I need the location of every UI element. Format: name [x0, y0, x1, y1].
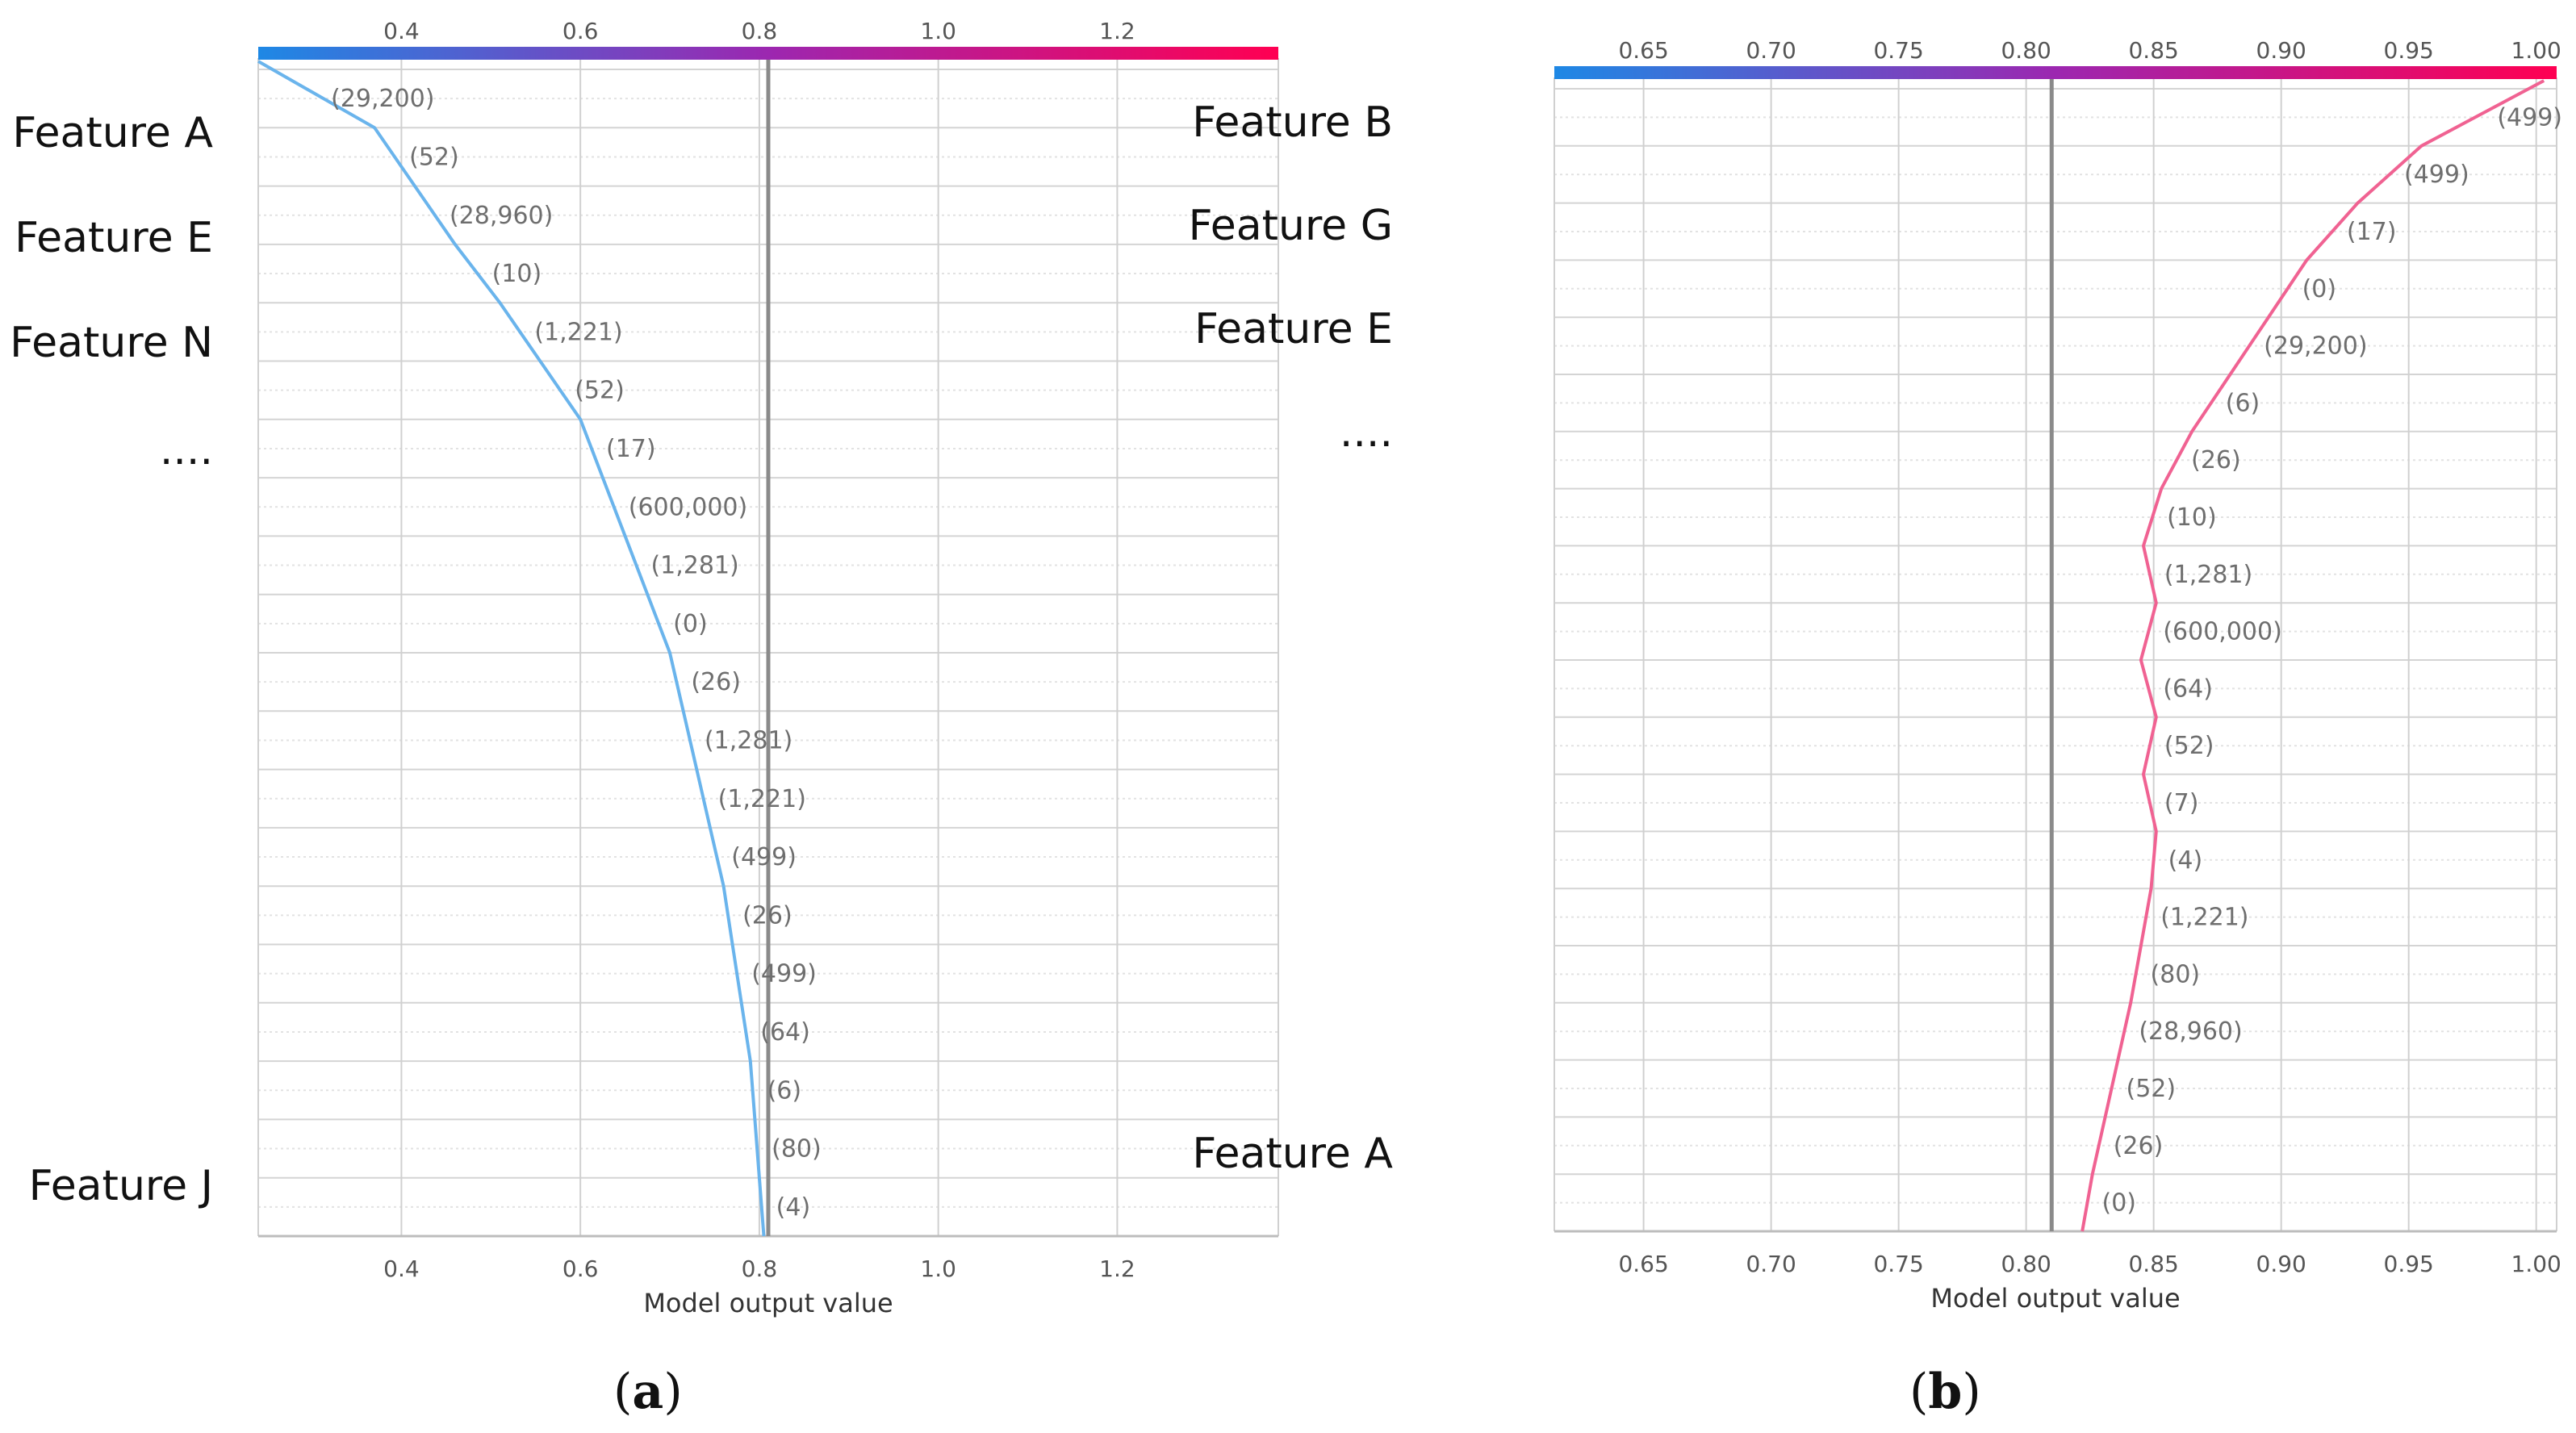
chart-a-svg: 0.4 0.4 0.6 0.6 0.8 0.8 1.0 1.0 1.2 1.2 (29,200) (5… [257, 18, 1279, 1282]
x-tick-label-top: 1.2 [1099, 18, 1135, 44]
feature-label: Feature J [28, 1162, 213, 1210]
feature-label: .... [1339, 408, 1393, 457]
x-tick-label-top: 0.65 [1618, 37, 1668, 64]
feature-value-label: (1,281) [650, 552, 738, 580]
x-tick-label-bottom: 0.6 [562, 1255, 599, 1282]
x-tick-label-bottom: 0.80 [2001, 1251, 2051, 1277]
decision-path [257, 60, 766, 1237]
feature-value-label: (52) [2164, 732, 2214, 760]
x-tick-label-bottom: 0.8 [742, 1255, 778, 1282]
x-tick-label-bottom: 1.00 [2511, 1251, 2561, 1277]
panel-caption: (b) [1909, 1364, 1981, 1420]
feature-value-label: (26) [742, 901, 792, 930]
feature-value-label: (64) [2163, 675, 2213, 703]
x-tick-label-bottom: 1.0 [920, 1255, 956, 1282]
x-tick-label-bottom: 0.75 [1873, 1251, 1923, 1277]
feature-value-label: (26) [691, 668, 741, 696]
decision-plot-a: 0.4 0.4 0.6 0.6 0.8 0.8 1.0 1.0 1.2 1.2 (29,200) (5… [10, 18, 1279, 1420]
chart-b-svg: 0.65 0.65 0.70 0.70 0.75 0.75 0.80 0.80 0.85 0.85… [1554, 37, 2562, 1277]
x-tick-label-bottom: 0.90 [2256, 1251, 2306, 1277]
x-tick-label-bottom: 0.65 [1618, 1251, 1668, 1277]
feature-value-label: (0) [2102, 1189, 2137, 1218]
feature-label: Feature E [1194, 305, 1393, 353]
x-tick-label-top: 0.80 [2001, 37, 2051, 64]
feature-value-label: (26) [2114, 1132, 2164, 1160]
feature-value-label: (17) [606, 435, 656, 463]
feature-value-label: (28,960) [450, 202, 553, 230]
feature-value-label: (64) [760, 1018, 810, 1047]
decision-path [2080, 79, 2545, 1232]
panel-caption: (a) [613, 1364, 683, 1420]
feature-label: Feature A [1192, 1130, 1393, 1178]
feature-label: .... [159, 426, 213, 474]
feature-label: Feature N [10, 319, 213, 367]
colorbar [258, 47, 1278, 60]
feature-value-label: (499) [2404, 161, 2469, 189]
feature-value-label: (0) [2302, 275, 2337, 303]
feature-label: Feature A [12, 109, 213, 157]
x-tick-label-top: 0.85 [2129, 37, 2179, 64]
feature-label: Feature E [15, 214, 213, 262]
feature-label: Feature B [1192, 98, 1393, 147]
x-axis-label: Model output value [643, 1288, 893, 1318]
x-tick-label-top: 0.95 [2384, 37, 2434, 64]
x-tick-label-bottom: 0.4 [383, 1255, 420, 1282]
x-tick-label-bottom: 0.95 [2384, 1251, 2434, 1277]
feature-value-label: (1,281) [2164, 561, 2252, 589]
feature-value-label: (80) [2151, 960, 2201, 988]
x-tick-label-top: 0.4 [383, 18, 420, 44]
feature-value-label: (29,200) [2264, 332, 2367, 361]
feature-value-label: (52) [2126, 1075, 2177, 1103]
feature-value-label: (6) [767, 1076, 802, 1105]
x-tick-label-top: 0.8 [742, 18, 778, 44]
x-tick-label-bottom: 0.70 [1746, 1251, 1796, 1277]
feature-value-label: (26) [2191, 446, 2241, 474]
feature-value-label: (7) [2164, 789, 2199, 817]
feature-value-label: (0) [673, 610, 708, 638]
feature-value-label: (1,221) [718, 785, 806, 813]
x-tick-label-top: 0.75 [1873, 37, 1923, 64]
feature-value-label: (10) [492, 260, 542, 288]
feature-value-label: (600,000) [2163, 618, 2281, 646]
x-tick-label-top: 0.6 [562, 18, 599, 44]
feature-value-label: (6) [2226, 389, 2260, 417]
feature-value-label: (17) [2347, 218, 2397, 246]
feature-value-label: (499) [731, 843, 797, 871]
feature-value-label: (1,221) [534, 318, 622, 346]
x-tick-label-bottom: 0.85 [2129, 1251, 2179, 1277]
x-axis-label: Model output value [1930, 1283, 2181, 1314]
feature-value-label: (499) [751, 960, 817, 988]
feature-value-label: (10) [2167, 503, 2217, 532]
colorbar [1554, 66, 2557, 79]
feature-label: Feature G [1188, 202, 1393, 250]
feature-value-label: (1,221) [2160, 904, 2248, 932]
feature-value-label: (600,000) [629, 493, 747, 521]
feature-value-label: (28,960) [2139, 1017, 2242, 1046]
feature-value-label: (80) [772, 1135, 822, 1164]
x-tick-label-bottom: 1.2 [1099, 1255, 1135, 1282]
feature-value-label: (499) [2497, 103, 2562, 132]
feature-value-label: (52) [575, 377, 625, 405]
x-tick-label-top: 1.0 [920, 18, 956, 44]
feature-value-label: (1,281) [705, 726, 792, 754]
feature-value-label: (29,200) [331, 85, 434, 113]
x-tick-label-top: 1.00 [2511, 37, 2561, 64]
feature-value-label: (4) [2168, 846, 2203, 875]
x-tick-label-top: 0.90 [2256, 37, 2306, 64]
feature-value-label: (52) [409, 143, 459, 171]
decision-plot-b: 0.65 0.65 0.70 0.70 0.75 0.75 0.80 0.80 0.85 0.85… [1189, 0, 2576, 1433]
feature-value-label: (4) [776, 1193, 811, 1222]
x-tick-label-top: 0.70 [1746, 37, 1796, 64]
